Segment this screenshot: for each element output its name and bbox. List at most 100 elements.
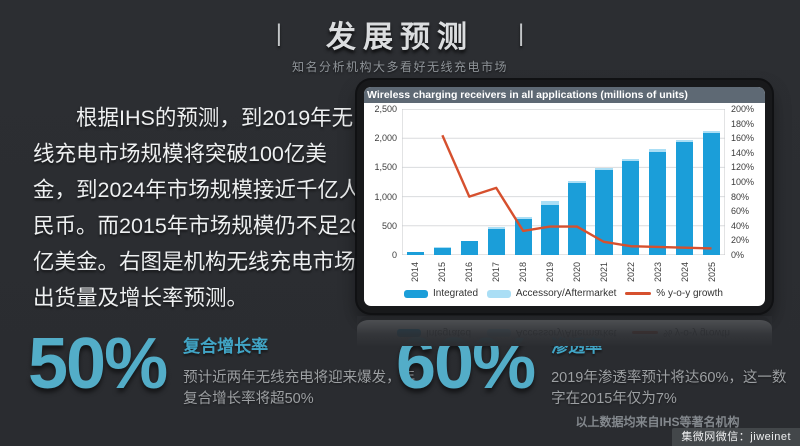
bar-segment-integrated xyxy=(649,151,667,255)
title-decor-left: | xyxy=(275,20,282,47)
bar-series xyxy=(402,109,725,255)
y-axis-right-tick: 140% xyxy=(731,147,755,158)
bar-segment-integrated xyxy=(460,241,478,255)
chart-title: Wireless charging receivers in all appli… xyxy=(364,87,765,103)
bar-segment-integrated xyxy=(622,161,640,255)
legend-label-integrated: Integrated xyxy=(433,288,479,299)
source-note: 以上数据均来自IHS等著名机构 xyxy=(575,415,740,429)
legend-swatch-growth xyxy=(625,292,652,295)
legend-item-integrated: Integrated xyxy=(404,288,478,299)
bar-segment-accessory xyxy=(460,240,478,242)
growth-line xyxy=(402,109,725,255)
x-axis-label: 2014 xyxy=(410,261,421,282)
stat-cagr-label: 复合增长率 xyxy=(183,337,269,356)
legend-item-accessory: Accessory/Aftermarket xyxy=(486,288,617,299)
stat-penetration-value: 60% xyxy=(396,324,536,404)
y-axis-right-tick: 0% xyxy=(731,250,745,260)
y-axis-left: 0 500 1,000 1,500 2,000 2,500 xyxy=(364,104,402,260)
stat-penetration-desc: 2019年渗透率预计将达60%，这一数字在2015年仅为7% xyxy=(551,370,787,407)
bar-slot-2022 xyxy=(617,109,644,255)
bar-segment-accessory xyxy=(702,131,721,133)
x-axis-label: 2022 xyxy=(625,261,636,282)
legend-swatch-integrated xyxy=(404,289,428,298)
title-decor-right: | xyxy=(518,20,525,47)
y-axis-left-tick: 1,500 xyxy=(374,162,397,173)
bar-slot-2019 xyxy=(537,109,564,255)
x-axis-label: 2021 xyxy=(598,261,609,282)
intro-paragraph: 根据IHS的预测，到2019年无线充电市场规模将突破100亿美金，到2024年市… xyxy=(33,106,363,310)
x-axis-label: 2024 xyxy=(679,261,690,282)
y-axis-left-tick: 500 xyxy=(381,220,397,231)
bar-segment-accessory xyxy=(676,140,694,143)
bar-slot-2020 xyxy=(564,109,591,255)
y-axis-right-tick: 120% xyxy=(731,162,755,173)
bar-segment-accessory xyxy=(541,201,559,205)
y-axis-right-tick: 160% xyxy=(731,133,755,144)
chart-card: Wireless charging receivers in all appli… xyxy=(357,80,772,313)
bar-segment-accessory xyxy=(649,149,667,152)
bar-slot-2017 xyxy=(483,109,510,255)
wechat-badge: 集微网微信：jiweinet xyxy=(672,428,800,446)
x-axis: 2014 2015 2016 2017 2018 2019 2020 2021 2022 2023… xyxy=(402,255,725,285)
legend-item-growth: % y-o-y growth xyxy=(625,288,723,299)
bar-segment-accessory xyxy=(487,226,505,229)
bar-slot-2024 xyxy=(671,109,698,255)
y-axis-left-tick: 0 xyxy=(391,250,397,260)
y-axis-right-tick: 100% xyxy=(731,177,755,187)
bar-segment-integrated xyxy=(514,219,532,255)
x-axis-label: 2016 xyxy=(464,261,475,282)
stat-penetration: 60% 渗透率 2019年渗透率预计将达60%，这一数字在2015年仅为7% xyxy=(396,322,789,410)
header: | 发展预测 | xyxy=(0,12,800,56)
page-title: 发展预测 xyxy=(326,21,474,54)
bar-slot-2025 xyxy=(698,109,725,255)
bar-segment-integrated xyxy=(702,132,721,255)
y-axis-left-tick: 2,000 xyxy=(374,133,397,144)
plot-area xyxy=(402,109,725,255)
bar-segment-integrated xyxy=(568,183,586,255)
x-axis-label: 2025 xyxy=(706,261,717,282)
y-axis-right-tick: 200% xyxy=(731,104,755,114)
bar-segment-integrated xyxy=(433,247,451,255)
x-axis-label: 2017 xyxy=(491,261,502,282)
bar-segment-integrated xyxy=(406,252,425,255)
bar-slot-2014 xyxy=(402,109,429,255)
stat-cagr: 50% 复合增长率 预计近两年无线充电将迎来爆发，年复合增长率将超50% xyxy=(28,322,421,410)
bar-segment-accessory xyxy=(622,158,640,162)
bar-segment-integrated xyxy=(595,170,613,255)
y-axis-right-tick: 60% xyxy=(731,206,750,217)
legend-label-growth: % y-o-y growth xyxy=(656,288,723,299)
bar-segment-integrated xyxy=(487,228,505,255)
bar-segment-integrated xyxy=(676,142,694,255)
stat-cagr-desc: 预计近两年无线充电将迎来爆发，年复合增长率将超50% xyxy=(183,370,416,407)
x-axis-label: 2020 xyxy=(571,261,582,282)
y-axis-right: 0% 20% 40% 60% 80% 100% 120% 140% 160% 180% 200% xyxy=(725,104,765,260)
bar-segment-integrated xyxy=(541,204,559,255)
stat-cagr-value: 50% xyxy=(28,324,168,404)
chart-legend: Integrated Accessory/Aftermarket % y-o-y… xyxy=(364,285,765,306)
subtitle: 知名分析机构大多看好无线充电市场 xyxy=(291,60,508,74)
bar-segment-accessory xyxy=(595,167,613,171)
chart-inner: Wireless charging receivers in all appli… xyxy=(364,87,765,306)
bar-segment-accessory xyxy=(514,216,532,220)
x-axis-label: 2018 xyxy=(518,261,529,282)
x-axis-label: 2023 xyxy=(652,261,663,282)
y-axis-left-tick: 1,000 xyxy=(374,191,397,202)
legend-label-accessory: Accessory/Aftermarket xyxy=(515,288,617,299)
bar-slot-2015 xyxy=(429,109,456,255)
bar-slot-2023 xyxy=(644,109,671,255)
x-axis-label: 2015 xyxy=(437,261,448,282)
bar-slot-2021 xyxy=(590,109,617,255)
y-axis-right-tick: 180% xyxy=(731,118,755,129)
y-axis-left-tick: 2,500 xyxy=(374,104,397,114)
bar-segment-accessory xyxy=(568,180,586,184)
chart-body: 0 500 1,000 1,500 2,000 2,500 0% 20% 40% 60% 80% 1… xyxy=(364,103,765,260)
y-axis-right-tick: 80% xyxy=(731,191,750,202)
x-axis-label: 2019 xyxy=(545,261,556,282)
bar-slot-2018 xyxy=(510,109,537,255)
stat-penetration-label: 渗透率 xyxy=(551,337,603,356)
y-axis-right-tick: 20% xyxy=(731,235,750,246)
legend-swatch-accessory xyxy=(486,289,511,298)
y-axis-right-tick: 40% xyxy=(731,220,750,231)
bar-slot-2016 xyxy=(456,109,483,255)
